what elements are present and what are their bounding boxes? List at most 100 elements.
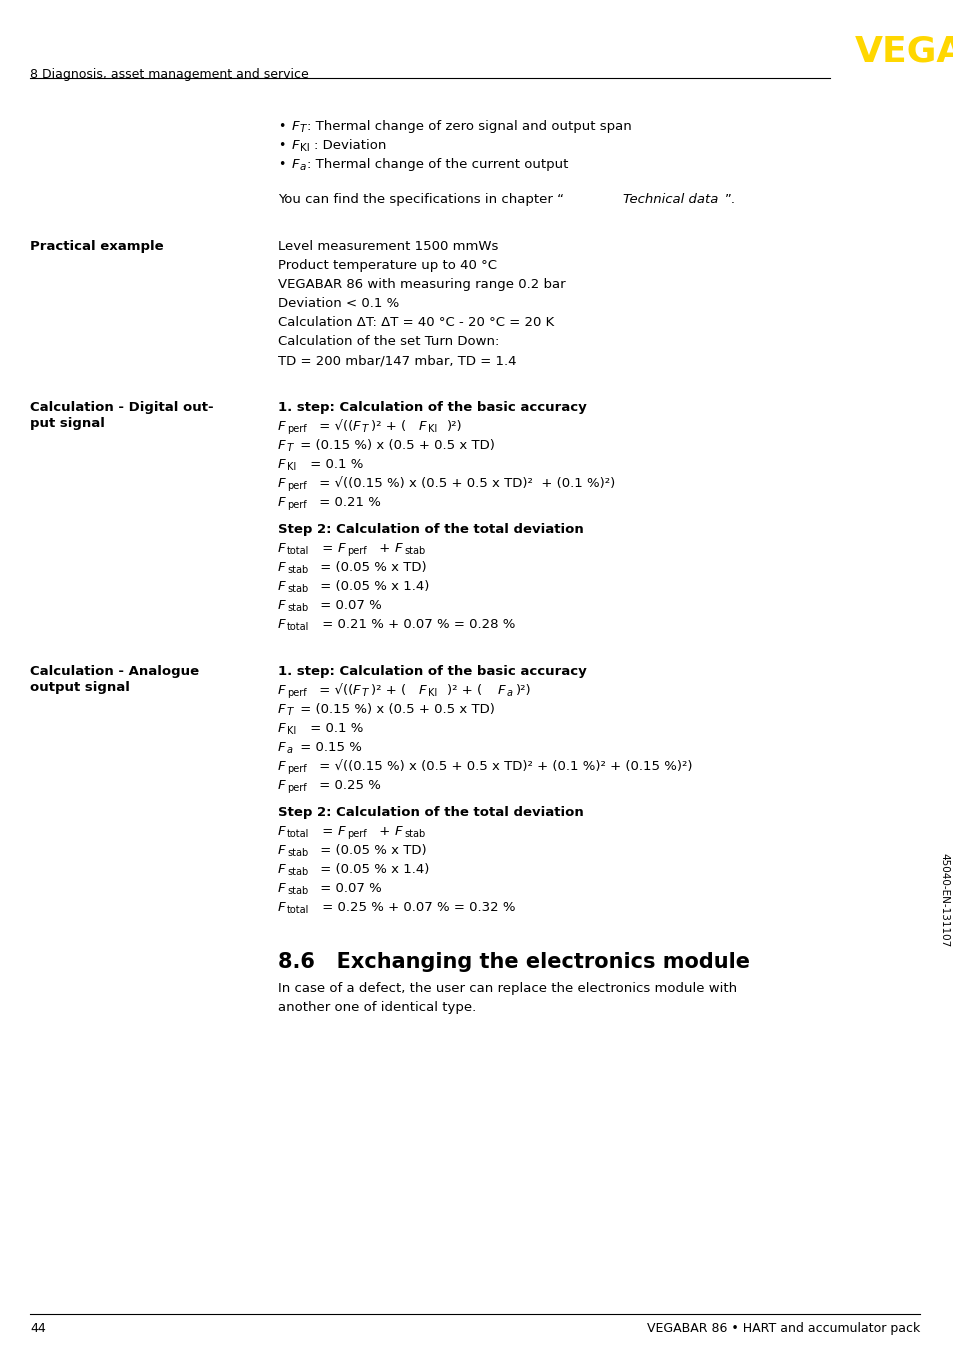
Text: stab: stab bbox=[287, 886, 308, 896]
Text: KI: KI bbox=[287, 726, 296, 737]
Text: F: F bbox=[292, 139, 299, 152]
Text: 8.6   Exchanging the electronics module: 8.6 Exchanging the electronics module bbox=[277, 952, 749, 972]
Text: = 0.25 % + 0.07 % = 0.32 %: = 0.25 % + 0.07 % = 0.32 % bbox=[317, 900, 515, 914]
Text: F: F bbox=[353, 684, 360, 697]
Text: T: T bbox=[287, 707, 294, 718]
Text: ”.: ”. bbox=[724, 194, 735, 206]
Text: KI: KI bbox=[428, 688, 436, 699]
Text: perf: perf bbox=[287, 500, 306, 510]
Text: stab: stab bbox=[287, 584, 308, 594]
Text: F: F bbox=[277, 684, 285, 697]
Text: •: • bbox=[277, 158, 285, 171]
Text: =: = bbox=[317, 825, 337, 838]
Text: 1. step: Calculation of the basic accuracy: 1. step: Calculation of the basic accura… bbox=[277, 665, 586, 678]
Text: a: a bbox=[506, 688, 513, 699]
Text: F: F bbox=[277, 561, 285, 574]
Text: = √((0.15 %) x (0.5 + 0.5 x TD)²  + (0.1 %)²): = √((0.15 %) x (0.5 + 0.5 x TD)² + (0.1 … bbox=[314, 477, 615, 490]
Text: = (0.15 %) x (0.5 + 0.5 x TD): = (0.15 %) x (0.5 + 0.5 x TD) bbox=[295, 703, 495, 716]
Text: stab: stab bbox=[403, 829, 425, 839]
Text: = √((: = √(( bbox=[314, 684, 353, 697]
Text: Practical example: Practical example bbox=[30, 240, 164, 253]
Text: perf: perf bbox=[287, 688, 306, 699]
Text: F: F bbox=[497, 684, 505, 697]
Text: VEGABAR 86 • HART and accumulator pack: VEGABAR 86 • HART and accumulator pack bbox=[646, 1322, 919, 1335]
Text: Step 2: Calculation of the total deviation: Step 2: Calculation of the total deviati… bbox=[277, 806, 583, 819]
Text: •: • bbox=[277, 139, 285, 152]
Text: •: • bbox=[277, 121, 285, 133]
Text: F: F bbox=[277, 741, 285, 754]
Text: a: a bbox=[287, 745, 293, 756]
Text: VEGA: VEGA bbox=[854, 35, 953, 69]
Text: stab: stab bbox=[403, 546, 425, 556]
Text: total: total bbox=[287, 904, 309, 915]
Text: F: F bbox=[292, 158, 299, 171]
Text: another one of identical type.: another one of identical type. bbox=[277, 1001, 476, 1014]
Text: You can find the specifications in chapter “: You can find the specifications in chapt… bbox=[277, 194, 563, 206]
Text: )² + (: )² + ( bbox=[371, 684, 406, 697]
Text: +: + bbox=[375, 825, 395, 838]
Text: total: total bbox=[287, 621, 309, 632]
Text: = (0.05 % x TD): = (0.05 % x TD) bbox=[315, 844, 426, 857]
Text: stab: stab bbox=[287, 603, 308, 613]
Text: F: F bbox=[337, 542, 345, 555]
Text: total: total bbox=[287, 829, 309, 839]
Text: put signal: put signal bbox=[30, 417, 105, 431]
Text: T: T bbox=[287, 443, 294, 454]
Text: KI: KI bbox=[428, 424, 436, 435]
Text: F: F bbox=[395, 825, 402, 838]
Text: stab: stab bbox=[287, 565, 308, 575]
Text: F: F bbox=[277, 862, 285, 876]
Text: = 0.1 %: = 0.1 % bbox=[306, 458, 363, 471]
Text: T: T bbox=[361, 688, 368, 699]
Text: VEGABAR 86 with measuring range 0.2 bar: VEGABAR 86 with measuring range 0.2 bar bbox=[277, 278, 565, 291]
Text: F: F bbox=[277, 598, 285, 612]
Text: F: F bbox=[277, 844, 285, 857]
Text: F: F bbox=[395, 542, 402, 555]
Text: F: F bbox=[277, 458, 285, 471]
Text: 45040-EN-131107: 45040-EN-131107 bbox=[938, 853, 948, 948]
Text: F: F bbox=[418, 420, 426, 433]
Text: perf: perf bbox=[287, 481, 306, 492]
Text: perf: perf bbox=[287, 764, 306, 774]
Text: = (0.05 % x TD): = (0.05 % x TD) bbox=[315, 561, 426, 574]
Text: = 0.21 % + 0.07 % = 0.28 %: = 0.21 % + 0.07 % = 0.28 % bbox=[317, 617, 515, 631]
Text: F: F bbox=[277, 580, 285, 593]
Text: TD = 200 mbar/147 mbar, TD = 1.4: TD = 200 mbar/147 mbar, TD = 1.4 bbox=[277, 353, 516, 367]
Text: T: T bbox=[361, 424, 368, 435]
Text: F: F bbox=[277, 477, 285, 490]
Text: F: F bbox=[277, 722, 285, 735]
Text: = (0.15 %) x (0.5 + 0.5 x TD): = (0.15 %) x (0.5 + 0.5 x TD) bbox=[295, 439, 495, 452]
Text: stab: stab bbox=[287, 848, 308, 858]
Text: 1. step: Calculation of the basic accuracy: 1. step: Calculation of the basic accura… bbox=[277, 401, 586, 414]
Text: F: F bbox=[277, 881, 285, 895]
Text: Calculation ΔT: ΔT = 40 °C - 20 °C = 20 K: Calculation ΔT: ΔT = 40 °C - 20 °C = 20 … bbox=[277, 315, 554, 329]
Text: F: F bbox=[418, 684, 426, 697]
Text: a: a bbox=[299, 162, 306, 172]
Text: +: + bbox=[375, 542, 395, 555]
Text: F: F bbox=[277, 900, 285, 914]
Text: = √((0.15 %) x (0.5 + 0.5 x TD)² + (0.1 %)² + (0.15 %)²): = √((0.15 %) x (0.5 + 0.5 x TD)² + (0.1 … bbox=[314, 760, 692, 773]
Text: F: F bbox=[292, 121, 299, 133]
Text: stab: stab bbox=[287, 867, 308, 877]
Text: )²): )²) bbox=[516, 684, 531, 697]
Text: Step 2: Calculation of the total deviation: Step 2: Calculation of the total deviati… bbox=[277, 523, 583, 536]
Text: )² + (: )² + ( bbox=[447, 684, 481, 697]
Text: = (0.05 % x 1.4): = (0.05 % x 1.4) bbox=[315, 862, 429, 876]
Text: In case of a defect, the user can replace the electronics module with: In case of a defect, the user can replac… bbox=[277, 982, 737, 995]
Text: perf: perf bbox=[347, 829, 366, 839]
Text: F: F bbox=[277, 496, 285, 509]
Text: : Thermal change of the current output: : Thermal change of the current output bbox=[307, 158, 568, 171]
Text: KI: KI bbox=[287, 462, 296, 473]
Text: Deviation < 0.1 %: Deviation < 0.1 % bbox=[277, 297, 399, 310]
Text: total: total bbox=[287, 546, 309, 556]
Text: KI: KI bbox=[299, 144, 310, 153]
Text: = (0.05 % x 1.4): = (0.05 % x 1.4) bbox=[315, 580, 429, 593]
Text: Technical data: Technical data bbox=[622, 194, 718, 206]
Text: F: F bbox=[277, 439, 285, 452]
Text: )² + (: )² + ( bbox=[371, 420, 406, 433]
Text: = 0.15 %: = 0.15 % bbox=[295, 741, 361, 754]
Text: perf: perf bbox=[287, 783, 306, 793]
Text: : Deviation: : Deviation bbox=[314, 139, 386, 152]
Text: Calculation - Analogue: Calculation - Analogue bbox=[30, 665, 199, 678]
Text: = √((: = √(( bbox=[314, 420, 353, 433]
